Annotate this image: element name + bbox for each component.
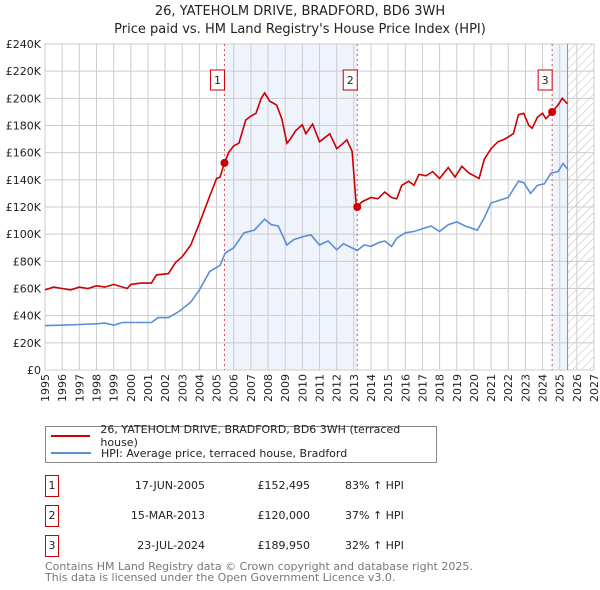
x-tick-label: 1999 xyxy=(108,374,121,402)
y-tick-label: £240K xyxy=(6,38,42,51)
transaction-price: £152,495 xyxy=(257,479,311,492)
chart-title: 26, YATEHOLM DRIVE, BRADFORD, BD6 3WH xyxy=(154,4,446,19)
y-tick-label: £20K xyxy=(13,337,42,350)
legend-red-line-icon xyxy=(51,435,91,437)
table-row: 1 17-JUN-2005 £152,495 83% ↑ HPI xyxy=(45,475,545,497)
transaction-hpi: 37% ↑ HPI xyxy=(345,509,404,522)
x-tick-label: 2007 xyxy=(245,374,258,402)
sale-point xyxy=(220,158,229,167)
x-tick-label: 2019 xyxy=(451,374,464,402)
x-tick-label: 1996 xyxy=(56,374,69,402)
x-tick-label: 2005 xyxy=(211,374,224,402)
transaction-hpi: 32% ↑ HPI xyxy=(345,539,404,552)
x-tick-label: 2013 xyxy=(348,374,361,402)
x-tick-label: 2014 xyxy=(365,374,378,402)
x-tick-label: 2004 xyxy=(193,374,206,402)
x-tick-label: 2026 xyxy=(571,374,584,402)
x-tick-label: 2008 xyxy=(262,374,275,402)
legend: 26, YATEHOLM DRIVE, BRADFORD, BD6 3WH (t… xyxy=(45,423,437,463)
x-tick-label: 2002 xyxy=(159,374,172,402)
y-tick-label: £160K xyxy=(6,147,42,160)
y-tick-label: £40K xyxy=(13,310,42,323)
y-tick-label: £220K xyxy=(6,65,42,78)
x-tick-label: 2006 xyxy=(228,374,241,402)
x-tick-label: 2018 xyxy=(434,374,447,402)
sale-label-box xyxy=(537,69,553,91)
x-tick-label: 2010 xyxy=(296,374,309,402)
x-tick-label: 2011 xyxy=(314,374,327,402)
x-tick-label: 2000 xyxy=(125,374,138,402)
x-tick-label: 2022 xyxy=(502,374,515,402)
sale-label: 3 xyxy=(542,74,549,87)
x-tick-label: 1995 xyxy=(39,374,52,402)
x-tick-label: 2009 xyxy=(279,374,292,402)
x-tick-label: 1997 xyxy=(73,374,86,402)
legend-label: 26, YATEHOLM DRIVE, BRADFORD, BD6 3WH (t… xyxy=(100,423,401,449)
x-tick-label: 2012 xyxy=(331,374,344,402)
transaction-price: £189,950 xyxy=(257,539,311,552)
sale-label-box xyxy=(342,69,358,91)
y-tick-label: £100K xyxy=(6,228,42,241)
y-tick-label: £80K xyxy=(13,255,42,268)
transaction-date: 15-MAR-2013 xyxy=(130,509,205,522)
y-tick-label: £200K xyxy=(6,92,42,105)
sale-label: 1 xyxy=(214,74,221,87)
x-tick-label: 2016 xyxy=(399,374,412,402)
x-tick-label: 2003 xyxy=(176,374,189,402)
x-tick-label: 2023 xyxy=(519,374,532,402)
transaction-date: 23-JUL-2024 xyxy=(137,539,205,552)
transaction-number: 3 xyxy=(45,535,59,557)
transaction-number: 2 xyxy=(45,505,59,527)
transaction-date: 17-JUN-2005 xyxy=(134,479,205,492)
footer-licence: This data is licensed under the Open Gov… xyxy=(45,571,396,584)
table-row: 3 23-JUL-2024 £189,950 32% ↑ HPI xyxy=(45,535,545,557)
sale-point xyxy=(353,203,362,211)
series-line xyxy=(44,91,568,291)
y-tick-label: £140K xyxy=(6,174,42,187)
transaction-hpi: 83% ↑ HPI xyxy=(345,479,404,492)
x-tick-label: 2015 xyxy=(382,374,395,402)
sale-point xyxy=(548,107,557,116)
transaction-number: 1 xyxy=(45,475,59,497)
legend-blue-line-icon xyxy=(51,452,91,454)
x-tick-label: 2025 xyxy=(554,374,567,402)
y-tick-label: £180K xyxy=(6,120,42,133)
price-chart: 1 2 3 1995 1996 1997 1998 1999 2000 2001 2002 2003 2… xyxy=(6,38,600,402)
x-tick-label: 2020 xyxy=(468,374,481,402)
legend-item-property: 26, YATEHOLM DRIVE, BRADFORD, BD6 3WH (t… xyxy=(51,423,436,449)
transaction-price: £120,000 xyxy=(257,509,311,522)
legend-item-hpi: HPI: Average price, terraced house, Brad… xyxy=(51,445,347,461)
chart-subtitle: Price paid vs. HM Land Registry's House … xyxy=(114,22,486,37)
legend-label: HPI: Average price, terraced house, Brad… xyxy=(101,446,348,460)
x-tick-label: 2021 xyxy=(485,374,498,402)
y-tick-label: £60K xyxy=(13,283,42,296)
y-tick-label: £0 xyxy=(27,364,41,377)
x-tick-label: 1998 xyxy=(90,374,103,402)
x-tick-label: 2024 xyxy=(537,374,550,402)
y-tick-label: £120K xyxy=(6,201,42,214)
x-tick-label: 2027 xyxy=(588,374,600,402)
table-row: 2 15-MAR-2013 £120,000 37% ↑ HPI xyxy=(45,505,545,527)
series-line xyxy=(44,162,569,327)
sale-label: 2 xyxy=(347,74,354,87)
footer-copyright: Contains HM Land Registry data © Crown c… xyxy=(45,560,473,573)
x-tick-label: 2001 xyxy=(142,374,155,402)
x-tick-label: 2017 xyxy=(416,374,429,402)
sale-label-box xyxy=(209,69,225,91)
